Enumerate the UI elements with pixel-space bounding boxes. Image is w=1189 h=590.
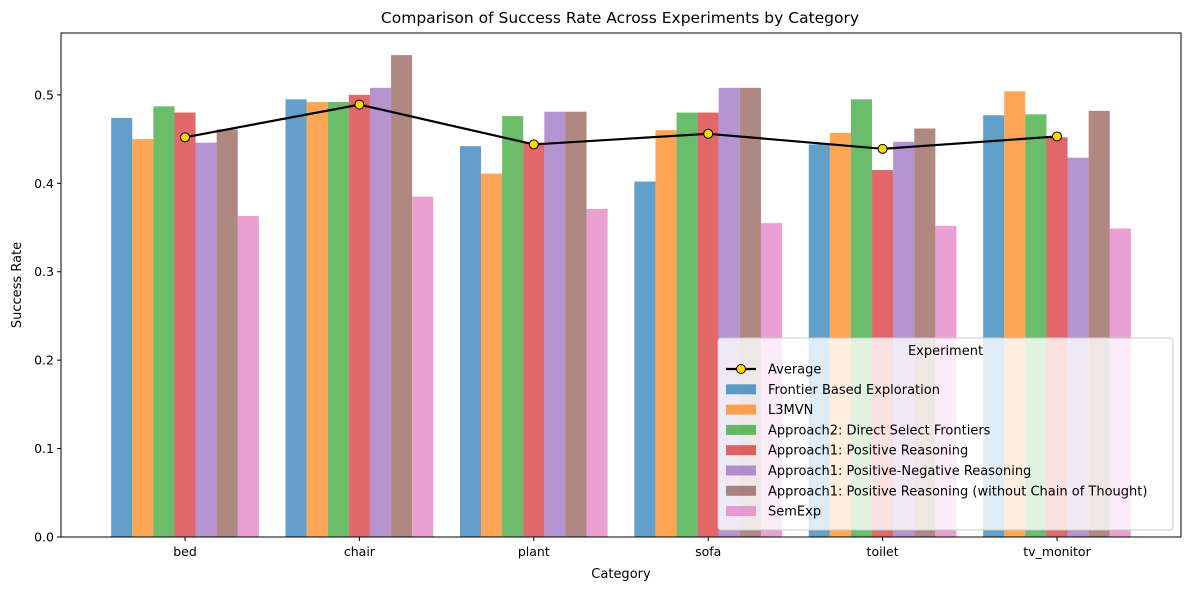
- legend-label: L3MVN: [768, 403, 813, 418]
- plot-frame: [60, 32, 1182, 538]
- average-line-layer: [180, 99, 1062, 154]
- bar: [237, 216, 259, 537]
- average-point: [180, 132, 190, 143]
- x-tick-label: bed: [173, 544, 197, 559]
- average-line: [184, 103, 1058, 150]
- bar: [634, 181, 656, 537]
- average-point: [703, 128, 714, 139]
- average-point: [877, 143, 888, 154]
- bar: [216, 129, 238, 537]
- y-tick-label: 0.1: [34, 441, 54, 456]
- x-axis-label: Category: [591, 567, 651, 582]
- bar: [391, 55, 413, 538]
- bar: [369, 87, 392, 538]
- bar: [586, 208, 608, 538]
- bar: [348, 94, 370, 537]
- bar: [481, 173, 503, 537]
- average-point: [1052, 131, 1062, 142]
- legend-label: Approach1: Positive Reasoning: [768, 444, 968, 459]
- legend-swatch: [726, 424, 756, 435]
- legend-swatch: [726, 404, 756, 415]
- y-tick-label: 0.2: [34, 353, 54, 368]
- bar: [111, 117, 133, 537]
- legend: Experiment Average Frontier Based Explorat…: [717, 337, 1174, 531]
- bar: [327, 101, 349, 538]
- legend-swatch: [726, 506, 756, 517]
- bar: [306, 101, 328, 538]
- y-axis: 0.0 0.1 0.2 0.3 0.4 0.5: [34, 87, 61, 545]
- bar: [523, 142, 545, 538]
- legend-swatch: [726, 465, 756, 476]
- legend-label: Average: [768, 363, 821, 378]
- y-tick-label: 0.0: [34, 530, 54, 545]
- bar: [195, 142, 217, 538]
- bar: [676, 112, 698, 537]
- legend-swatch: [726, 384, 756, 395]
- x-tick-label: plant: [518, 544, 550, 559]
- y-tick-label: 0.5: [34, 87, 54, 102]
- average-point: [528, 139, 539, 150]
- bar: [502, 116, 524, 538]
- x-tick-label: tv_monitor: [1023, 544, 1091, 559]
- bar: [132, 139, 154, 537]
- legend-label: SemExp: [768, 505, 821, 520]
- bar: [285, 99, 307, 537]
- bar: [697, 112, 719, 537]
- legend-label: Frontier Based Exploration: [768, 383, 940, 398]
- legend-average-marker: [736, 364, 746, 374]
- chart-title: Comparison of Success Rate Across Experi…: [381, 9, 859, 27]
- bar: [459, 146, 482, 537]
- legend-swatch: [726, 485, 756, 496]
- legend-swatch: [726, 445, 756, 456]
- x-axis: bed chair plant sofa toilet tv_monitor: [173, 537, 1092, 559]
- bar: [412, 196, 434, 537]
- legend-label: Approach1: Positive-Negative Reasoning: [768, 464, 1031, 479]
- bar: [565, 111, 587, 538]
- bar: [174, 112, 196, 537]
- x-tick-label: chair: [344, 544, 376, 559]
- bar: [544, 111, 566, 538]
- x-tick-label: toilet: [867, 544, 899, 559]
- legend-box: [717, 337, 1174, 531]
- y-tick-label: 0.3: [34, 264, 54, 279]
- y-axis-label: Success Rate: [10, 242, 25, 328]
- x-tick-label: sofa: [695, 544, 721, 559]
- y-tick-label: 0.4: [34, 176, 54, 191]
- legend-label: Approach2: Direct Select Frontiers: [768, 423, 991, 438]
- legend-label: Approach1: Positive Reasoning (without C…: [768, 484, 1147, 499]
- average-point: [354, 99, 365, 110]
- legend-title: Experiment: [908, 344, 983, 359]
- bar: [655, 130, 677, 537]
- bar: [153, 106, 175, 538]
